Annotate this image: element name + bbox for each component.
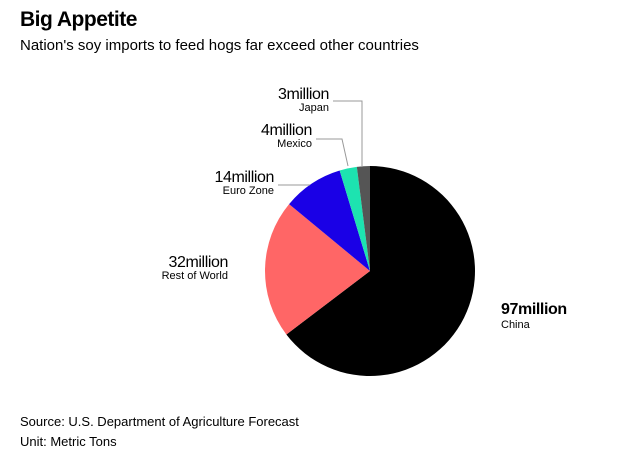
chart-subtitle: Nation's soy imports to feed hogs far ex… xyxy=(20,37,419,54)
slice-value-label-mexico: 4million xyxy=(261,122,312,139)
slice-value-label-rest-of-world: 32million xyxy=(168,254,228,271)
slice-value-label-japan: 3million xyxy=(278,86,329,103)
pie-slice-japan xyxy=(356,166,370,271)
leader-line-japan xyxy=(333,100,363,166)
chart-title: Big Appetite xyxy=(20,8,137,31)
source-note: Source: U.S. Department of Agriculture F… xyxy=(20,414,299,429)
pie-slice-rest-of-world xyxy=(265,204,370,335)
slice-category-label-japan: Japan xyxy=(299,102,329,114)
slice-category-label-china: China xyxy=(501,319,531,331)
leader-line-mexico xyxy=(316,138,349,167)
pie-slice-china xyxy=(286,166,475,377)
slice-category-label-rest-of-world: Rest of World xyxy=(162,270,228,282)
slice-category-label-mexico: Mexico xyxy=(277,138,312,150)
slice-value-label-china: 97million xyxy=(501,301,567,318)
slice-value-label-euro-zone: 14million xyxy=(214,169,274,186)
pie-slice-mexico xyxy=(339,166,370,271)
unit-note: Unit: Metric Tons xyxy=(20,434,117,449)
pie-slice-euro-zone xyxy=(289,170,370,271)
slice-category-label-euro-zone: Euro Zone xyxy=(223,185,274,197)
